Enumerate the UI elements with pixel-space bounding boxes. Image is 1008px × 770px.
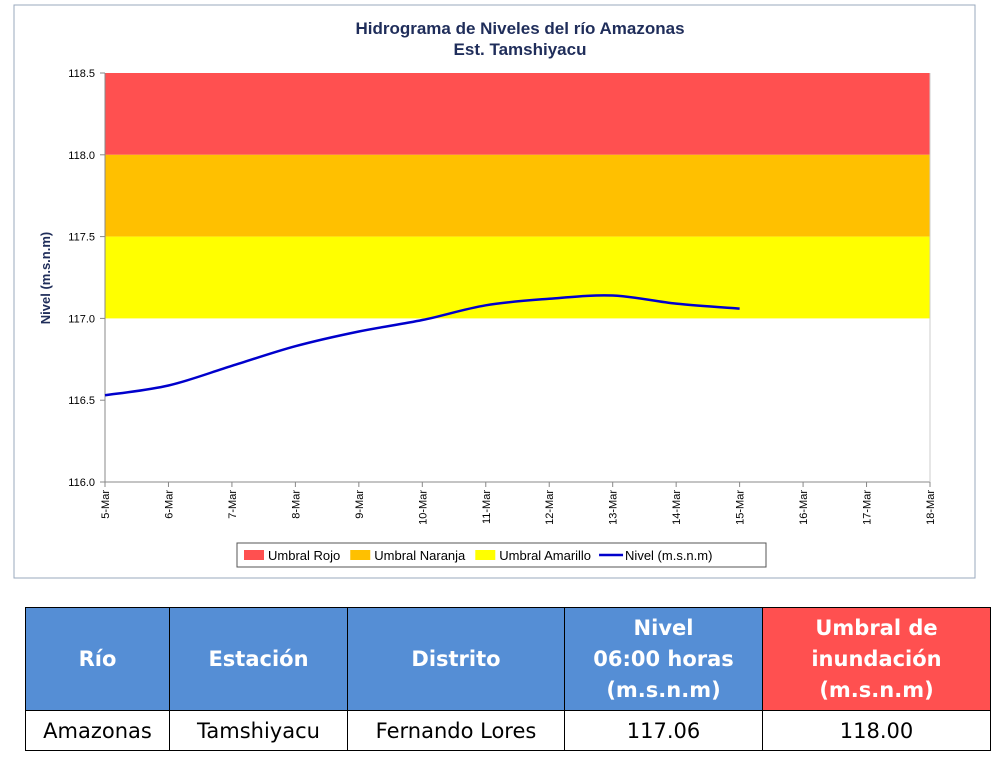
x-tick-label: 18-Mar — [925, 490, 937, 525]
y-tick-label: 118.0 — [68, 150, 95, 162]
x-tick-label: 16-Mar — [798, 490, 810, 525]
data-cell: Fernando Lores — [347, 710, 565, 751]
x-tick-label: 12-Mar — [544, 490, 556, 525]
y-axis-label: Nivel (m.s.n.m) — [38, 232, 53, 324]
data-cell: 117.06 — [564, 710, 763, 751]
x-tick-label: 13-Mar — [608, 490, 620, 525]
level-line — [104, 294, 740, 397]
legend-label: Nivel (m.s.n.m) — [625, 548, 712, 563]
legend-box — [236, 542, 767, 568]
header-cell: Estación — [169, 607, 348, 711]
y-tick-label: 117.0 — [68, 313, 95, 325]
x-tick-label: 11-Mar — [481, 490, 493, 524]
x-tick-label: 10-Mar — [417, 490, 429, 525]
x-tick-label: 14-Mar — [671, 490, 683, 525]
data-cell: Amazonas — [25, 710, 170, 751]
threshold-band — [105, 154, 930, 237]
header-cell: Nivel 06:00 horas (m.s.n.m) — [564, 607, 763, 711]
legend-label: Umbral Naranja — [374, 548, 466, 563]
y-tick-label: 116.5 — [68, 395, 95, 407]
x-tick-label: 17-Mar — [862, 490, 874, 525]
x-tick-label: 15-Mar — [735, 490, 747, 525]
threshold-band — [105, 236, 930, 319]
header-cell: Umbral de inundación (m.s.n.m) — [762, 607, 991, 711]
data-cell: Tamshiyacu — [169, 710, 348, 751]
chart: Hidrograma de Niveles del río Amazonas E… — [13, 4, 976, 579]
header-row: Río Estación Distrito Nivel 06:00 horas (m.… — [25, 607, 991, 711]
y-tick-label: 117.5 — [68, 232, 95, 244]
x-tick-label: 9-Mar — [354, 490, 366, 519]
header-cell: Distrito — [347, 607, 565, 711]
x-tick-label: 8-Mar — [290, 490, 302, 519]
threshold-band — [105, 73, 930, 155]
legend-label: Umbral Rojo — [268, 548, 340, 563]
data-row: Amazonas Tamshiyacu Fernando Lores 117.06 11… — [25, 710, 991, 751]
chart-title: Hidrograma de Niveles del río Amazonas — [355, 19, 684, 38]
x-tick-label: 6-Mar — [163, 490, 175, 519]
legend-swatch — [350, 550, 371, 560]
legend-swatch — [475, 550, 496, 560]
header-cell: Río — [25, 607, 170, 711]
data-cell: 118.00 — [762, 710, 991, 751]
x-tick-label: 5-Mar — [100, 490, 112, 519]
y-tick-label: 118.5 — [68, 68, 95, 80]
table: Río Estación Distrito Nivel 06:00 horas (m.… — [25, 607, 991, 751]
legend-swatch — [244, 550, 264, 560]
y-tick-label: 116.0 — [68, 477, 95, 489]
chart-subtitle: Est. Tamshiyacu — [454, 40, 587, 59]
x-tick-label: 7-Mar — [227, 490, 239, 519]
legend-label: Umbral Amarillo — [499, 548, 591, 563]
